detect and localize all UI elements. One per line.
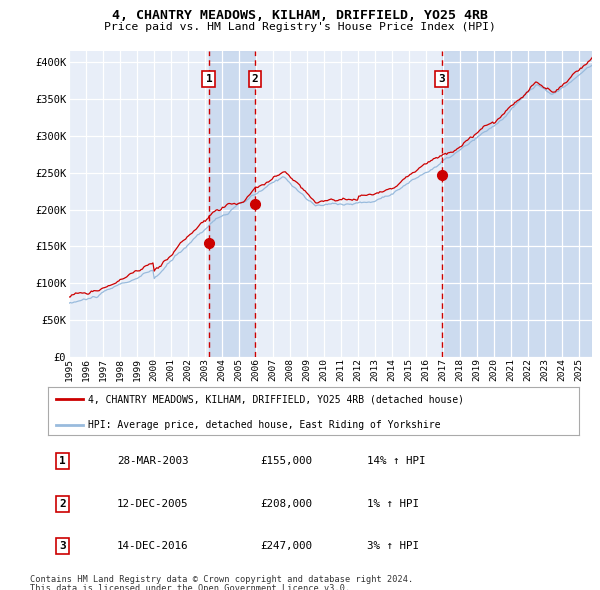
Text: 14-DEC-2016: 14-DEC-2016 — [117, 542, 188, 551]
Text: 4, CHANTRY MEADOWS, KILHAM, DRIFFIELD, YO25 4RB (detached house): 4, CHANTRY MEADOWS, KILHAM, DRIFFIELD, Y… — [88, 394, 464, 404]
Text: This data is licensed under the Open Government Licence v3.0.: This data is licensed under the Open Gov… — [30, 584, 350, 590]
Text: 3: 3 — [59, 542, 66, 551]
Text: 3: 3 — [439, 74, 445, 84]
Text: 1% ↑ HPI: 1% ↑ HPI — [367, 499, 419, 509]
Text: 2: 2 — [251, 74, 259, 84]
Text: £208,000: £208,000 — [260, 499, 313, 509]
Text: HPI: Average price, detached house, East Riding of Yorkshire: HPI: Average price, detached house, East… — [88, 419, 440, 430]
Text: 28-MAR-2003: 28-MAR-2003 — [117, 456, 188, 466]
Text: 1: 1 — [59, 456, 66, 466]
Text: 4, CHANTRY MEADOWS, KILHAM, DRIFFIELD, YO25 4RB: 4, CHANTRY MEADOWS, KILHAM, DRIFFIELD, Y… — [112, 9, 488, 22]
Bar — [442, 51, 592, 357]
Text: 14% ↑ HPI: 14% ↑ HPI — [367, 456, 425, 466]
Text: 2: 2 — [59, 499, 66, 509]
Text: Price paid vs. HM Land Registry's House Price Index (HPI): Price paid vs. HM Land Registry's House … — [104, 22, 496, 32]
Text: £247,000: £247,000 — [260, 542, 313, 551]
Text: 3% ↑ HPI: 3% ↑ HPI — [367, 542, 419, 551]
Text: 12-DEC-2005: 12-DEC-2005 — [117, 499, 188, 509]
Text: £155,000: £155,000 — [260, 456, 313, 466]
Text: 1: 1 — [206, 74, 212, 84]
Bar — [209, 51, 255, 357]
Text: Contains HM Land Registry data © Crown copyright and database right 2024.: Contains HM Land Registry data © Crown c… — [30, 575, 413, 584]
